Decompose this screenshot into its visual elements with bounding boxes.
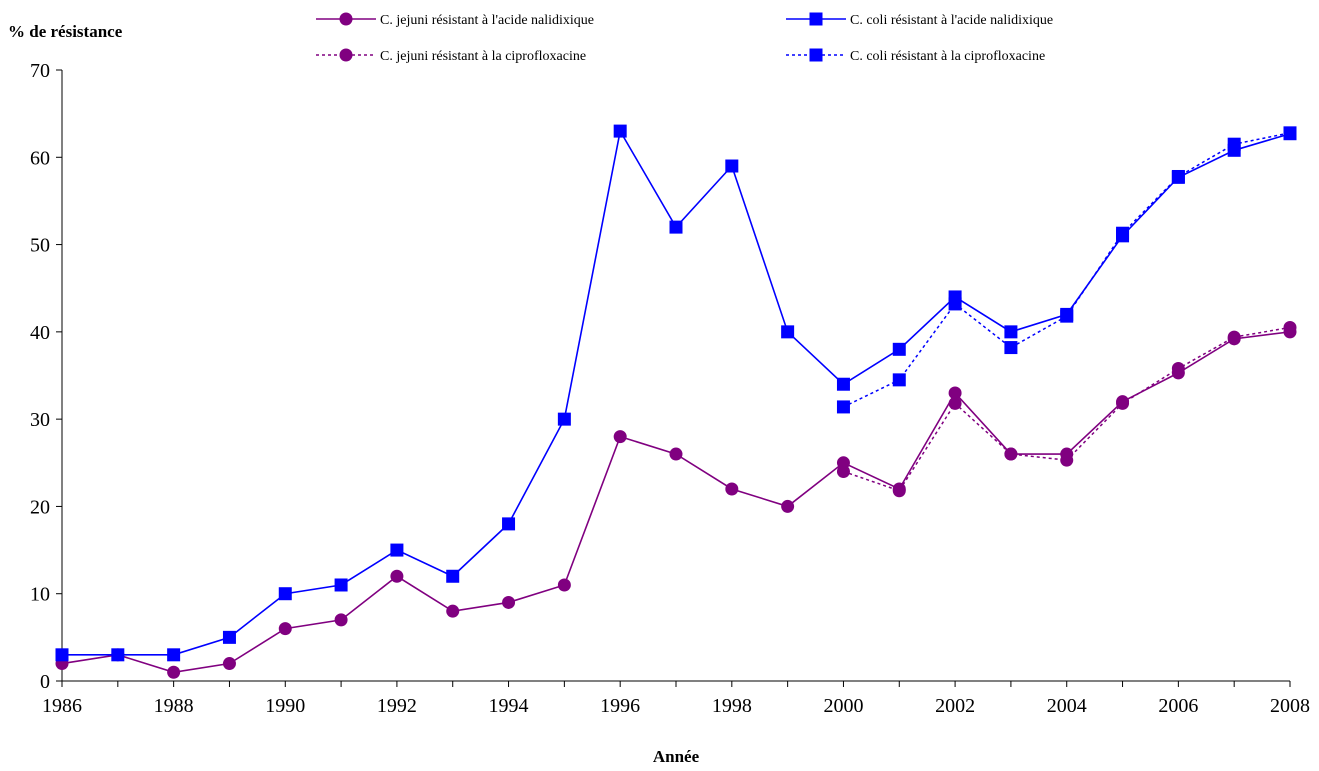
series-line: [61, 331, 1291, 674]
series-line: [843, 132, 1291, 408]
legend-item-0: C. jejuni résistant à l'acide nalidixiqu…: [316, 12, 594, 28]
series-1: [55, 124, 1297, 662]
data-point: [836, 377, 850, 391]
y-tick-label: 0: [40, 671, 50, 693]
data-point: [167, 665, 181, 679]
legend-label: C. jejuni résistant à la ciprofloxacine: [380, 49, 586, 64]
data-point: [502, 595, 516, 609]
data-point: [446, 569, 460, 583]
x-tick-label: 2000: [823, 695, 863, 717]
series-layer: [55, 124, 1297, 679]
y-axis-ticks: 0 10 20 30 40 50 60 70: [30, 60, 62, 693]
x-tick-label: 1988: [154, 695, 194, 717]
data-point: [1227, 137, 1241, 151]
data-point: [1283, 320, 1297, 334]
data-point: [1283, 126, 1297, 140]
data-point: [669, 220, 683, 234]
x-axis-title: Année: [653, 747, 700, 766]
y-tick-label: 30: [30, 409, 50, 431]
data-point: [334, 613, 348, 627]
data-point: [446, 604, 460, 618]
data-point: [836, 400, 850, 414]
y-tick-label: 50: [30, 235, 50, 257]
x-tick-label: 1996: [600, 695, 640, 717]
data-point: [781, 325, 795, 339]
data-point: [1060, 453, 1074, 467]
x-tick-label: 2008: [1270, 695, 1310, 717]
data-point: [557, 412, 571, 426]
data-point: [222, 657, 236, 671]
data-point: [836, 465, 850, 479]
data-point: [278, 622, 292, 636]
y-tick-label: 70: [30, 60, 50, 82]
y-tick-label: 60: [30, 147, 50, 169]
data-point: [111, 648, 125, 662]
data-point: [725, 159, 739, 173]
legend-marker: [809, 48, 823, 62]
data-point: [1004, 325, 1018, 339]
data-point: [892, 484, 906, 498]
data-point: [1116, 226, 1130, 240]
legend: C. jejuni résistant à l'acide nalidixiqu…: [316, 12, 1053, 64]
data-point: [892, 373, 906, 387]
x-tick-label: 1992: [377, 695, 417, 717]
data-point: [390, 543, 404, 557]
data-point: [948, 297, 962, 311]
legend-label: C. coli résistant à l'acide nalidixique: [850, 13, 1053, 28]
data-point: [222, 630, 236, 644]
data-point: [948, 386, 962, 400]
y-tick-label: 20: [30, 496, 50, 518]
x-tick-label: 2002: [935, 695, 975, 717]
legend-item-2: C. jejuni résistant à la ciprofloxacine: [316, 48, 586, 64]
x-tick-label: 1986: [42, 695, 82, 717]
series-3: [836, 126, 1297, 414]
x-tick-label: 1994: [489, 695, 529, 717]
data-point: [613, 124, 627, 138]
data-point: [502, 517, 516, 531]
legend-marker: [339, 48, 353, 62]
y-axis-title: % de résistance: [8, 22, 123, 41]
series-line: [62, 128, 1291, 656]
data-point: [1116, 396, 1130, 410]
data-point: [1171, 362, 1185, 376]
data-point: [669, 447, 683, 461]
legend-item-3: C. coli résistant à la ciprofloxacine: [786, 48, 1045, 64]
data-point: [55, 648, 69, 662]
data-point: [557, 578, 571, 592]
x-tick-label: 1990: [265, 695, 305, 717]
legend-label: C. coli résistant à la ciprofloxacine: [850, 49, 1045, 64]
data-point: [948, 396, 962, 410]
series-2: [836, 320, 1297, 498]
data-point: [892, 342, 906, 356]
data-point: [390, 569, 404, 583]
x-axis-ticks: 1986 1988 1990 1992 1994 1996 1998 2000 2002 2004…: [42, 681, 1310, 717]
legend-item-1: C. coli résistant à l'acide nalidixique: [786, 12, 1053, 28]
x-tick-label: 2006: [1158, 695, 1198, 717]
data-point: [1060, 309, 1074, 323]
data-point: [613, 430, 627, 444]
y-tick-label: 10: [30, 584, 50, 606]
legend-marker: [809, 12, 823, 26]
series-0: [55, 325, 1297, 679]
data-point: [278, 587, 292, 601]
x-tick-label: 2004: [1047, 695, 1087, 717]
data-point: [781, 499, 795, 513]
data-point: [1171, 169, 1185, 183]
legend-marker: [339, 12, 353, 26]
data-point: [725, 482, 739, 496]
legend-label: C. jejuni résistant à l'acide nalidixiqu…: [380, 13, 594, 28]
data-point: [1004, 447, 1018, 461]
data-point: [167, 648, 181, 662]
data-point: [1004, 341, 1018, 355]
data-point: [334, 578, 348, 592]
x-tick-label: 1998: [712, 695, 752, 717]
y-tick-label: 40: [30, 322, 50, 344]
data-point: [1227, 330, 1241, 344]
